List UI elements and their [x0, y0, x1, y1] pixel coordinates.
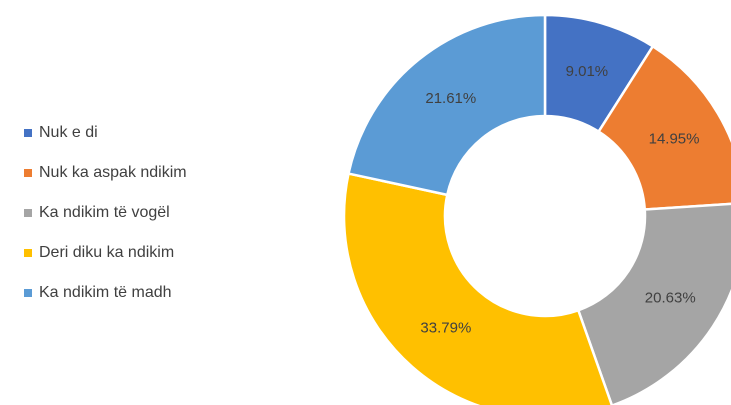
donut-slice: [347, 13, 547, 197]
legend-swatch: [24, 289, 32, 297]
legend-label: Deri diku ka ndikim: [39, 244, 174, 261]
data-label: 20.63%: [645, 290, 696, 307]
legend-swatch: [24, 249, 32, 257]
legend-label: Nuk e di: [39, 124, 98, 141]
legend-label: Nuk ka aspak ndikim: [39, 164, 187, 181]
data-label: 9.01%: [566, 63, 609, 80]
donut-slice: [342, 172, 614, 405]
data-label: 33.79%: [420, 320, 471, 337]
donut-slice: [596, 44, 731, 211]
data-label: 21.61%: [425, 90, 476, 107]
data-label: 14.95%: [649, 131, 700, 148]
donut-slice: [576, 202, 731, 405]
legend-label: Ka ndikim të vogël: [39, 204, 170, 221]
legend-label: Ka ndikim të madh: [39, 284, 172, 301]
legend-swatch: [24, 169, 32, 177]
legend-swatch: [24, 209, 32, 217]
legend-swatch: [24, 129, 32, 137]
